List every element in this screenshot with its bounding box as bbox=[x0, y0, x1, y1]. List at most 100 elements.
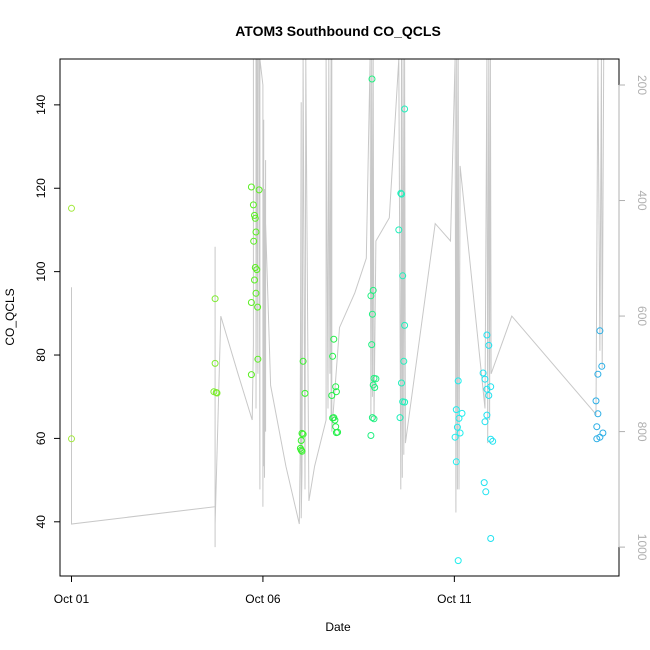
data-point bbox=[453, 423, 461, 431]
data-point bbox=[334, 428, 342, 436]
data-point bbox=[211, 295, 219, 303]
data-point bbox=[299, 357, 307, 365]
data-point bbox=[458, 409, 466, 417]
data-point bbox=[483, 385, 491, 393]
data-point bbox=[455, 414, 463, 422]
data-point bbox=[481, 418, 489, 426]
data-point bbox=[297, 437, 305, 444]
y2-tick-label: 1000 bbox=[635, 534, 649, 561]
data-point bbox=[456, 429, 464, 437]
data-point bbox=[298, 447, 306, 455]
data-point bbox=[367, 292, 375, 300]
data-point bbox=[328, 392, 336, 399]
data-point bbox=[395, 226, 403, 234]
data-point bbox=[452, 406, 460, 414]
chart-title: ATOM3 Southbound CO_QCLS bbox=[235, 23, 441, 39]
data-point bbox=[371, 384, 379, 391]
y-axis-label: CO_QCLS bbox=[3, 288, 17, 345]
x-tick-label: Oct 11 bbox=[437, 592, 472, 606]
x-axis-label: Date bbox=[325, 620, 351, 634]
data-point bbox=[298, 429, 306, 437]
data-point bbox=[68, 204, 75, 212]
right-altitude-axis: 200 400 600 800 1000 bbox=[618, 75, 649, 561]
data-point bbox=[249, 201, 257, 209]
y-tick-label: 120 bbox=[34, 178, 48, 198]
data-point bbox=[454, 377, 462, 385]
data-point bbox=[372, 375, 380, 383]
data-point bbox=[332, 388, 340, 396]
data-point bbox=[598, 362, 606, 370]
data-point bbox=[247, 371, 255, 379]
data-point bbox=[401, 105, 409, 113]
x-tick-label: Oct 01 bbox=[54, 592, 90, 606]
data-point bbox=[594, 410, 602, 418]
y-tick-label: 40 bbox=[34, 515, 48, 529]
data-point bbox=[367, 432, 375, 439]
data-point bbox=[599, 429, 607, 437]
altitude-profile bbox=[71, 59, 605, 548]
data-point bbox=[330, 335, 338, 343]
data-point bbox=[483, 331, 491, 339]
data-point bbox=[594, 370, 602, 378]
y-tick-label: 80 bbox=[34, 348, 48, 362]
data-point bbox=[399, 272, 407, 280]
data-point bbox=[593, 435, 601, 443]
data-point bbox=[368, 414, 376, 422]
data-point bbox=[485, 392, 493, 399]
data-point bbox=[247, 299, 255, 306]
plot-frame bbox=[59, 58, 620, 577]
data-point bbox=[210, 388, 218, 396]
data-point bbox=[487, 535, 495, 542]
data-point bbox=[482, 488, 490, 496]
data-point bbox=[368, 75, 376, 83]
x-tick-label: Oct 06 bbox=[245, 592, 281, 606]
y-tick-label: 100 bbox=[34, 261, 48, 281]
data-point bbox=[213, 389, 221, 397]
data-point bbox=[401, 398, 409, 406]
data-point bbox=[247, 183, 255, 191]
data-point bbox=[398, 190, 405, 198]
y2-tick-label: 400 bbox=[635, 191, 649, 211]
data-point bbox=[254, 355, 262, 363]
data-point bbox=[479, 369, 487, 377]
y-tick-label: 60 bbox=[34, 431, 48, 445]
data-point bbox=[332, 383, 340, 391]
y-axis: 40 60 80 100 120 140 bbox=[34, 95, 61, 529]
data-point bbox=[480, 479, 488, 487]
data-point bbox=[331, 416, 339, 424]
y2-tick-label: 800 bbox=[635, 422, 649, 442]
data-point bbox=[483, 411, 491, 419]
data-point bbox=[251, 214, 259, 222]
data-point bbox=[297, 446, 305, 454]
data-point bbox=[487, 435, 495, 443]
data-point bbox=[251, 276, 258, 284]
y2-tick-label: 200 bbox=[635, 75, 649, 95]
data-point bbox=[370, 415, 378, 423]
data-point bbox=[329, 414, 337, 422]
y-tick-label: 140 bbox=[34, 95, 48, 115]
data-point bbox=[250, 237, 258, 245]
y2-tick-label: 600 bbox=[635, 306, 649, 326]
data-point bbox=[398, 379, 405, 387]
data-point bbox=[253, 266, 261, 274]
data-point bbox=[593, 423, 601, 431]
data-point bbox=[329, 352, 337, 360]
data-point bbox=[396, 414, 404, 422]
data-point bbox=[299, 430, 307, 438]
data-point bbox=[397, 189, 405, 197]
data-point bbox=[68, 435, 75, 443]
data-point bbox=[481, 375, 489, 383]
data-point bbox=[301, 389, 309, 397]
data-point bbox=[254, 303, 262, 311]
data-point bbox=[489, 437, 497, 445]
data-point bbox=[592, 397, 600, 405]
data-point bbox=[252, 289, 260, 297]
data-point bbox=[451, 433, 459, 441]
x-axis: Oct 01 Oct 06 Oct 11 bbox=[54, 575, 472, 606]
data-point bbox=[368, 310, 376, 318]
data-point bbox=[452, 458, 460, 466]
data-point bbox=[401, 321, 409, 329]
data-point bbox=[400, 357, 408, 365]
data-point bbox=[454, 557, 462, 565]
